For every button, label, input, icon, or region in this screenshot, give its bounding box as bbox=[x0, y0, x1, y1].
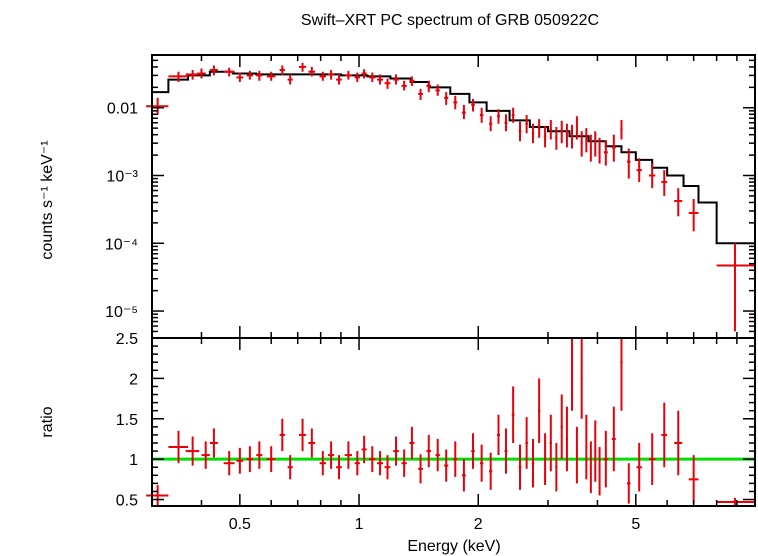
x-tick-label: 0.5 bbox=[229, 516, 251, 533]
chart-title: Swift–XRT PC spectrum of GRB 050922C bbox=[301, 12, 599, 29]
spectrum-y-tick-label: 10⁻⁵ bbox=[105, 304, 138, 321]
ratio-y-tick-label: 1 bbox=[129, 452, 138, 469]
spectrum-panel: 0.01 10⁻³ 10⁻⁴ 10⁻⁵ counts s⁻¹ keV⁻¹ bbox=[39, 54, 756, 339]
ratio-y-axis-label: ratio bbox=[39, 406, 56, 437]
ratio-y-tick-label: 2.5 bbox=[116, 331, 138, 348]
ratio-y-tick-label: 2 bbox=[129, 371, 138, 388]
x-tick-label: 2 bbox=[474, 516, 483, 533]
spectrum-y-axis-label: counts s⁻¹ keV⁻¹ bbox=[39, 140, 56, 259]
ratio-y-tick-label: 1.5 bbox=[116, 412, 138, 429]
x-tick-label: 1 bbox=[355, 516, 364, 533]
spectrum-y-tick-label: 10⁻³ bbox=[106, 168, 138, 185]
spectrum-y-tick-label: 10⁻⁴ bbox=[105, 236, 138, 253]
spectrum-y-tick-label: 0.01 bbox=[107, 101, 138, 118]
ratio-panel: 0.5 1 2 5 0.5 1 1.5 2 2.5 ratio Energy (keV) bbox=[39, 331, 756, 555]
ratio-frame bbox=[151, 337, 756, 507]
spectrum-frame bbox=[151, 54, 756, 339]
ratio-y-tick-label: 0.5 bbox=[116, 493, 138, 510]
model-step-line bbox=[152, 70, 755, 245]
x-tick-label: 5 bbox=[631, 516, 640, 533]
x-axis-label: Energy (keV) bbox=[407, 538, 500, 555]
